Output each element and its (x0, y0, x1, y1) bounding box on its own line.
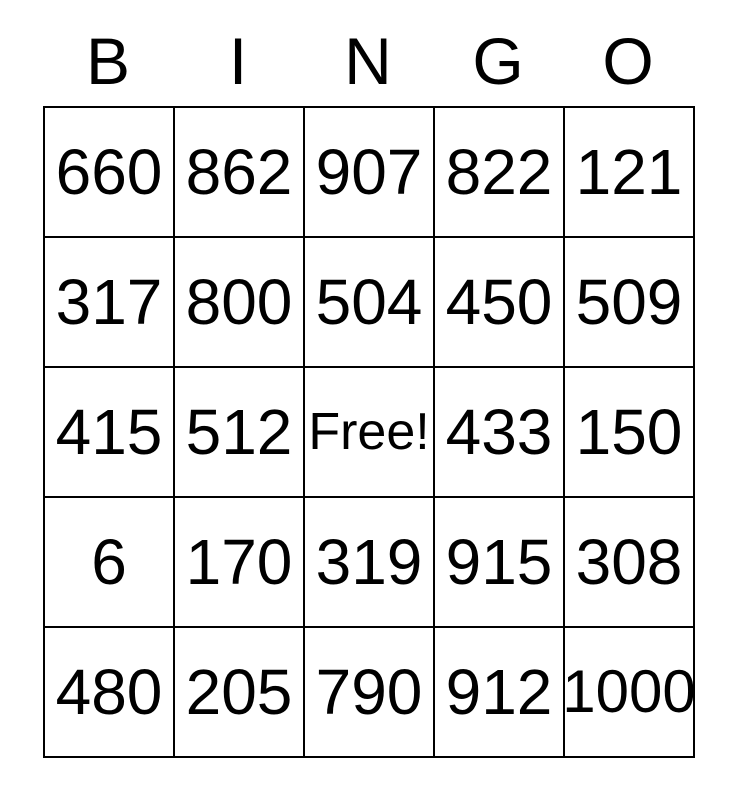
bingo-cell[interactable]: 790 (305, 628, 435, 758)
bingo-cell[interactable]: 800 (175, 238, 305, 368)
bingo-cell-value: 150 (575, 396, 683, 468)
bingo-cell-value: 205 (185, 656, 293, 728)
bingo-cell-value: 509 (575, 266, 683, 338)
bingo-cell[interactable]: 205 (175, 628, 305, 758)
bingo-cell-value: 822 (445, 136, 553, 208)
bingo-cell[interactable]: 170 (175, 498, 305, 628)
bingo-cell[interactable]: 504 (305, 238, 435, 368)
bingo-header-letter-b: B (85, 24, 131, 98)
bingo-cell[interactable]: 912 (435, 628, 565, 758)
bingo-cell[interactable]: 150 (565, 368, 695, 498)
bingo-cell[interactable]: 660 (45, 108, 175, 238)
bingo-cell[interactable]: 1000 (565, 628, 695, 758)
bingo-header-letter-o: O (602, 24, 654, 98)
bingo-cell-value: 415 (55, 396, 163, 468)
bingo-cell[interactable]: 915 (435, 498, 565, 628)
bingo-cell-free[interactable]: Free! (305, 368, 435, 498)
bingo-cell[interactable]: 862 (175, 108, 305, 238)
bingo-cell[interactable]: 319 (305, 498, 435, 628)
bingo-row: 415 512 Free! 433 150 (45, 368, 695, 498)
bingo-cell[interactable]: 822 (435, 108, 565, 238)
bingo-header-letter-g: G (472, 24, 524, 98)
bingo-row: 6 170 319 915 308 (45, 498, 695, 628)
bingo-cell[interactable]: 121 (565, 108, 695, 238)
bingo-cell-value: 480 (55, 656, 163, 728)
bingo-cell-value: 170 (185, 526, 293, 598)
bingo-cell-value: 6 (91, 526, 127, 598)
bingo-cell-value: 1000 (565, 658, 695, 725)
bingo-cell[interactable]: 317 (45, 238, 175, 368)
bingo-row: 660 862 907 822 121 (45, 108, 695, 238)
bingo-cell[interactable]: 6 (45, 498, 175, 628)
bingo-cell[interactable]: 450 (435, 238, 565, 368)
bingo-header-letter-n: N (344, 24, 392, 98)
bingo-cell[interactable]: 308 (565, 498, 695, 628)
bingo-free-label: Free! (308, 403, 430, 461)
bingo-row: 317 800 504 450 509 (45, 238, 695, 368)
bingo-card: B I N G O 660 862 907 822 121 317 800 50… (43, 0, 695, 758)
bingo-cell-value: 907 (315, 136, 423, 208)
bingo-grid: 660 862 907 822 121 317 800 504 450 509 … (43, 106, 695, 758)
bingo-cell-value: 790 (315, 656, 423, 728)
bingo-cell[interactable]: 480 (45, 628, 175, 758)
bingo-cell-value: 450 (445, 266, 553, 338)
bingo-cell-value: 800 (185, 266, 293, 338)
bingo-cell-value: 433 (445, 396, 553, 468)
bingo-cell[interactable]: 433 (435, 368, 565, 498)
bingo-cell-value: 862 (185, 136, 293, 208)
bingo-cell-value: 512 (185, 396, 293, 468)
bingo-cell[interactable]: 907 (305, 108, 435, 238)
bingo-cell[interactable]: 415 (45, 368, 175, 498)
bingo-cell-value: 912 (445, 656, 553, 728)
bingo-header-letter-i: I (228, 24, 248, 98)
bingo-cell-value: 504 (315, 266, 423, 338)
bingo-cell[interactable]: 512 (175, 368, 305, 498)
bingo-cell-value: 660 (55, 136, 163, 208)
bingo-cell[interactable]: 509 (565, 238, 695, 368)
bingo-cell-value: 317 (55, 266, 163, 338)
bingo-cell-value: 319 (315, 526, 423, 598)
bingo-cell-value: 121 (575, 136, 683, 208)
bingo-header-row: B I N G O (43, 0, 693, 106)
bingo-cell-value: 915 (445, 526, 553, 598)
bingo-cell-value: 308 (575, 526, 683, 598)
bingo-row: 480 205 790 912 1000 (45, 628, 695, 758)
